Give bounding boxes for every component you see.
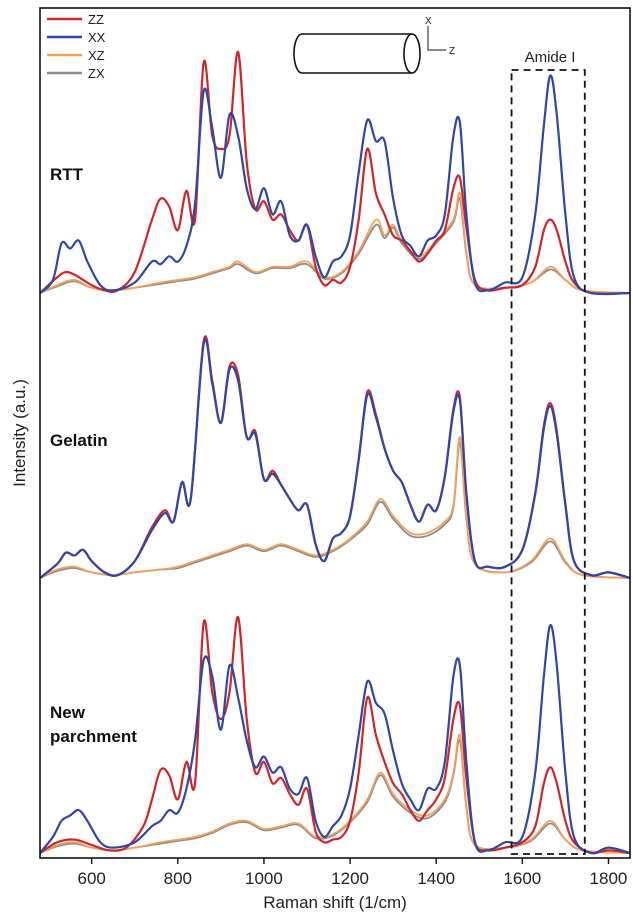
x-tick-label: 1000 bbox=[245, 869, 283, 888]
y-axis-title: Intensity (a.u.) bbox=[10, 379, 29, 487]
series-line-new-parchment-zz bbox=[39, 616, 631, 855]
series-line-gelatin-xx bbox=[39, 338, 631, 580]
x-tick-labels: 600 800 1000 1200 1400 1600 1800 bbox=[77, 869, 627, 888]
panel-label-gelatin: Gelatin bbox=[50, 431, 108, 450]
axis-indicator: X Z bbox=[425, 16, 455, 57]
spectra-panels bbox=[39, 50, 631, 855]
axis-z-label: Z bbox=[449, 46, 455, 57]
panel-label-new: New bbox=[50, 703, 86, 722]
x-axis-title: Raman shift (1/cm) bbox=[263, 893, 407, 912]
x-tick-label: 600 bbox=[77, 869, 105, 888]
amide-box bbox=[510, 69, 586, 855]
legend: ZZ XX XZ ZX bbox=[47, 12, 106, 81]
x-tick-marks bbox=[90, 858, 610, 864]
series-line-rtt-xx bbox=[39, 74, 631, 296]
x-tick-label: 1600 bbox=[503, 869, 541, 888]
panel-label-rtt: RTT bbox=[50, 165, 84, 184]
panel-label-parchment: parchment bbox=[50, 727, 137, 746]
legend-label-xx: XX bbox=[88, 30, 106, 45]
legend-label-xz: XZ bbox=[88, 48, 105, 63]
amide-region: Amide I bbox=[510, 49, 586, 855]
amide-label: Amide I bbox=[525, 49, 576, 66]
x-tick-label: 1400 bbox=[417, 869, 455, 888]
legend-label-zx: ZX bbox=[88, 66, 105, 81]
plot-frame bbox=[39, 7, 631, 859]
x-tick-label: 800 bbox=[164, 869, 192, 888]
x-tick-label: 1800 bbox=[590, 869, 628, 888]
axis-x-label: X bbox=[425, 16, 432, 27]
series-line-gelatin-xz bbox=[39, 436, 631, 579]
sample-cylinder bbox=[293, 33, 421, 74]
x-tick-label: 1200 bbox=[331, 869, 369, 888]
series-line-new-parchment-xx bbox=[39, 624, 631, 855]
legend-label-zz: ZZ bbox=[88, 12, 104, 27]
